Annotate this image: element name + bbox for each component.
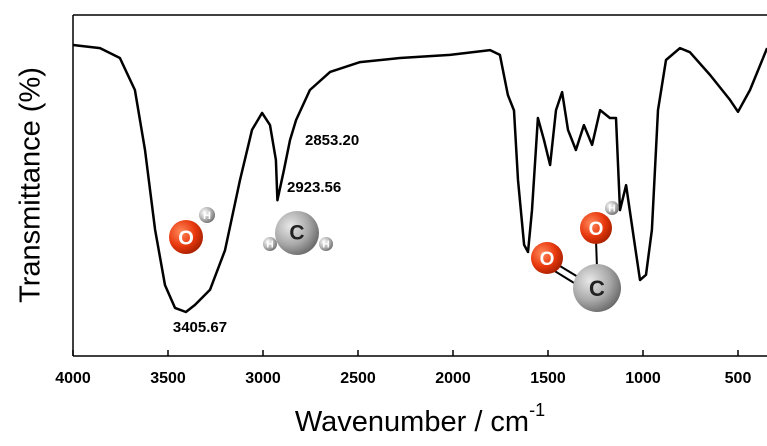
x-axis-label-text: Wavenumber / cm bbox=[295, 406, 529, 438]
x-axis-label-sup: -1 bbox=[529, 400, 545, 420]
atom-label: C bbox=[589, 276, 605, 301]
annotation: 2923.56 bbox=[287, 179, 341, 196]
atom-label: H bbox=[608, 204, 615, 215]
atom-label: C bbox=[289, 222, 304, 245]
y-axis-label: Transmittance (%) bbox=[15, 67, 47, 303]
x-axis-label: Wavenumber / cm-1 bbox=[295, 400, 545, 438]
spectrum-line bbox=[72, 43, 767, 314]
x-tick-label: 3500 bbox=[150, 370, 186, 387]
x-tick-label: 1000 bbox=[625, 370, 661, 387]
x-tick-label: 3000 bbox=[245, 370, 281, 387]
plot-frame bbox=[72, 14, 767, 357]
x-tick-label: 1500 bbox=[530, 370, 566, 387]
atom-label: H bbox=[203, 210, 211, 222]
atom-label: H bbox=[322, 240, 329, 251]
molecule-oh: H O bbox=[169, 207, 215, 254]
molecule-cooh: O C H O bbox=[531, 201, 621, 312]
x-tick-label: 2000 bbox=[435, 370, 471, 387]
atom-label: O bbox=[589, 219, 604, 240]
annotation: 2853.20 bbox=[305, 132, 359, 149]
atom-label: O bbox=[540, 249, 555, 270]
molecule-ch: C H H bbox=[263, 211, 333, 255]
atom-label: H bbox=[266, 240, 273, 251]
atom-label: O bbox=[178, 227, 194, 249]
x-tick-label: 2500 bbox=[340, 370, 376, 387]
x-tick-label: 4000 bbox=[55, 370, 91, 387]
annotation: 3405.67 bbox=[173, 319, 227, 336]
x-tick-label: 500 bbox=[725, 370, 752, 387]
